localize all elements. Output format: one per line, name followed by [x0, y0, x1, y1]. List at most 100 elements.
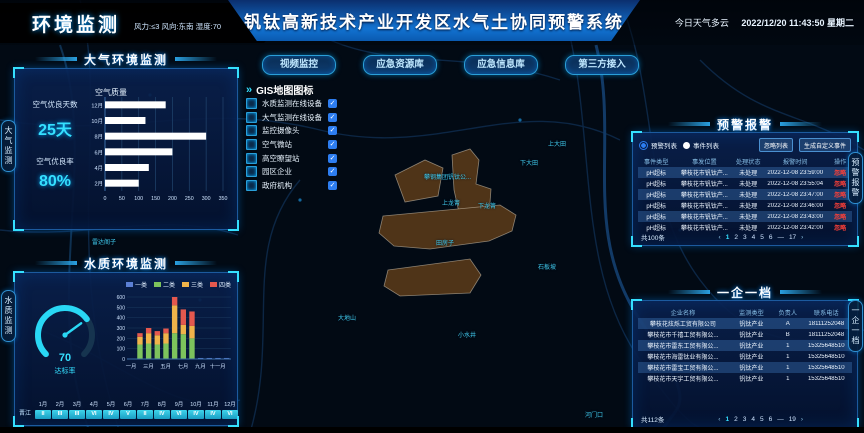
toolbar-button-3[interactable]: 应急信息库	[464, 55, 538, 75]
page-number-button[interactable]: 2	[734, 415, 738, 423]
table-cell: 钒钛产业	[739, 344, 764, 350]
toolbar-button-2[interactable]: 应急资源库	[363, 55, 437, 75]
table-row[interactable]: 攀枝花市雷东工贸有限公... 钒钛产业 1 15325648510	[638, 340, 852, 351]
page-next-button[interactable]: ›	[801, 233, 804, 241]
table-row[interactable]: pH超标 攀枝花市钒钛产... 未处理 2022-12-08 23:43:00 忽略	[638, 211, 852, 222]
radio-warning-list[interactable]: 预警列表	[639, 140, 677, 150]
table-row[interactable]: pH超标 攀枝花市钒钛产... 未处理 2022-12-08 23:55:04 忽略	[638, 178, 852, 189]
page-next-button[interactable]: ›	[800, 415, 804, 423]
ignore-action-link[interactable]: 忽略	[834, 215, 847, 221]
svg-text:七月: 七月	[178, 362, 189, 370]
page-number-button[interactable]: 17	[788, 233, 797, 241]
table-row[interactable]: 攀枝花市天宇工贸有限公... 钒钛产业 1 15325648510	[638, 373, 852, 384]
table-row[interactable]: 攀枝花市千禧工贸有限公... 钒钛产业 B 18111252048	[638, 329, 852, 340]
page-number-button[interactable]: 3	[742, 415, 747, 423]
layer-checkbox[interactable]: ✓	[328, 112, 337, 122]
gis-layer-item[interactable]: 大气监测在线设备 ✓	[246, 111, 376, 125]
layer-icon	[246, 139, 257, 151]
month-level-col: 3月 III	[69, 400, 85, 419]
table-cell: 未处理	[739, 171, 758, 177]
ignore-action-link[interactable]: 忽略	[834, 182, 847, 188]
page-prev-button[interactable]: ‹	[718, 233, 721, 241]
radio-event-list[interactable]: 事件列表	[683, 140, 719, 150]
side-tab-alarm[interactable]: 预警报警	[848, 152, 863, 204]
table-cell: 15325648510	[807, 342, 845, 349]
alarm-panel: 预警报警 预警列表 事件列表 忽略列表 生成自定义事件 事件类型 事发位置 处理状态…	[631, 117, 859, 247]
good-rate-value: 80%	[38, 173, 72, 190]
layer-checkbox[interactable]: ✓	[328, 167, 337, 177]
gis-layer-item[interactable]: 园区企业 ✓	[246, 165, 376, 179]
page-number-button[interactable]: 6	[768, 233, 773, 241]
layer-checkbox[interactable]: ✓	[328, 126, 337, 136]
chevrons-icon: »	[246, 83, 253, 96]
svg-text:一月: 一月	[126, 363, 137, 370]
svg-text:三月: 三月	[143, 363, 154, 370]
table-row[interactable]: pH超标 攀枝花市钒钛产... 未处理 2022-12-08 23:59:00 忽略	[638, 167, 852, 178]
page-number-button[interactable]: 1	[725, 415, 730, 423]
page-number-button[interactable]: 6	[768, 415, 773, 423]
month-level-col: 7月 II	[137, 400, 153, 419]
gis-layer-item[interactable]: 政府机构 ✓	[246, 179, 376, 193]
svg-text:200: 200	[168, 196, 177, 202]
table-cell: 2022-12-08 23:47:00	[767, 191, 824, 198]
table-header-cell: 负责人	[778, 310, 798, 317]
page-number-button[interactable]: 3	[742, 233, 747, 241]
svg-text:50: 50	[119, 196, 125, 202]
ignore-action-link[interactable]: 忽略	[834, 226, 847, 232]
toolbar-button-4[interactable]: 第三方接入	[565, 55, 639, 75]
ignore-list-button[interactable]: 忽略列表	[758, 138, 793, 152]
table-row[interactable]: 攀枝花市海雷钛业有限公... 钒钛产业 1 15325648510	[638, 351, 852, 362]
water-level-badge: III	[52, 410, 68, 419]
gis-layer-item[interactable]: 空气微站 ✓	[246, 138, 376, 152]
svg-text:10月: 10月	[91, 118, 103, 125]
today-weather: 今日天气多云	[674, 18, 729, 28]
page-number-button[interactable]: 1	[725, 233, 730, 241]
page-number-button[interactable]: 5	[759, 415, 764, 423]
layer-checkbox[interactable]: ✓	[328, 99, 337, 109]
table-cell: pH超标	[646, 204, 667, 210]
table-cell: 钒钛产业	[739, 333, 764, 339]
water-level-badge: IV	[154, 410, 170, 419]
layer-checkbox[interactable]: ✓	[328, 140, 337, 150]
table-cell: A	[785, 320, 790, 327]
layer-checkbox[interactable]: ✓	[328, 180, 337, 190]
ignore-action-link[interactable]: 忽略	[834, 193, 847, 199]
side-tab-air-monitor[interactable]: 大气监测	[1, 120, 16, 172]
svg-text:100: 100	[134, 196, 143, 202]
page-number-button[interactable]: 5	[760, 233, 764, 241]
table-header-cell: 操作	[834, 159, 847, 166]
table-cell: 18111252048	[808, 320, 845, 327]
page-prev-button[interactable]: ‹	[718, 415, 721, 423]
ignore-action-link[interactable]: 忽略	[834, 171, 847, 177]
month-level-col: 6月 V	[120, 400, 136, 419]
header-datetime: 今日天气多云 2022/12/20 11:43:50 星期二	[675, 16, 854, 29]
gis-layer-panel: » GIS地图图标 水质监测在线设备 ✓ 大气监测在线设备 ✓ 监控摄像头 ✓ 空气微站 ✓ 高…	[246, 82, 376, 192]
table-row[interactable]: 攀枝花市雷宝工贸有限公... 钒钛产业 1 15325648510	[638, 362, 852, 373]
side-tab-water-monitor[interactable]: 水质监测	[1, 290, 16, 342]
table-header-row: 事件类型 事发位置 处理状态 报警时间 操作	[638, 156, 852, 167]
create-custom-event-button[interactable]: 生成自定义事件	[798, 138, 851, 152]
alarm-controls: 预警列表 事件列表 忽略列表 生成自定义事件	[633, 133, 857, 154]
toolbar-button-1[interactable]: 视频监控	[262, 55, 336, 75]
gis-layer-item[interactable]: 监控摄像头 ✓	[246, 124, 376, 138]
table-row[interactable]: pH超标 攀枝花市钒钛产... 未处理 2022-12-08 23:47:00 忽略	[638, 189, 852, 200]
gis-layer-label: 政府机构	[262, 180, 292, 190]
table-row[interactable]: pH超标 攀枝花市钒钛产... 未处理 2022-12-08 23:46:00 忽略	[638, 200, 852, 211]
layer-checkbox[interactable]: ✓	[328, 153, 337, 163]
table-cell: 钒钛产业	[739, 322, 764, 328]
table-cell: 15325648510	[807, 375, 845, 382]
page-number-button[interactable]: 4	[751, 233, 756, 241]
table-header-cell: 监测类型	[739, 310, 764, 317]
table-row[interactable]: pH超标 攀枝花市钒钛产... 未处理 2022-12-08 23:42:00 忽略	[638, 222, 852, 233]
side-tab-enterprise[interactable]: 一企一档	[848, 300, 863, 352]
gis-layer-item[interactable]: 高空瞭望站 ✓	[246, 151, 376, 165]
page-number-button[interactable]: 4	[751, 415, 755, 423]
svg-text:400: 400	[117, 316, 126, 322]
page-number-button[interactable]: 19	[788, 415, 796, 423]
gis-layer-item[interactable]: 水质监测在线设备 ✓	[246, 97, 376, 111]
table-cell: 未处理	[739, 182, 758, 188]
ignore-action-link[interactable]: 忽略	[834, 204, 847, 210]
table-row[interactable]: 攀枝花炫烁工贸有限公司 钒钛产业 A 18111252048	[638, 318, 852, 329]
month-label: 5月	[106, 402, 116, 408]
page-number-button[interactable]: 2	[734, 233, 738, 241]
